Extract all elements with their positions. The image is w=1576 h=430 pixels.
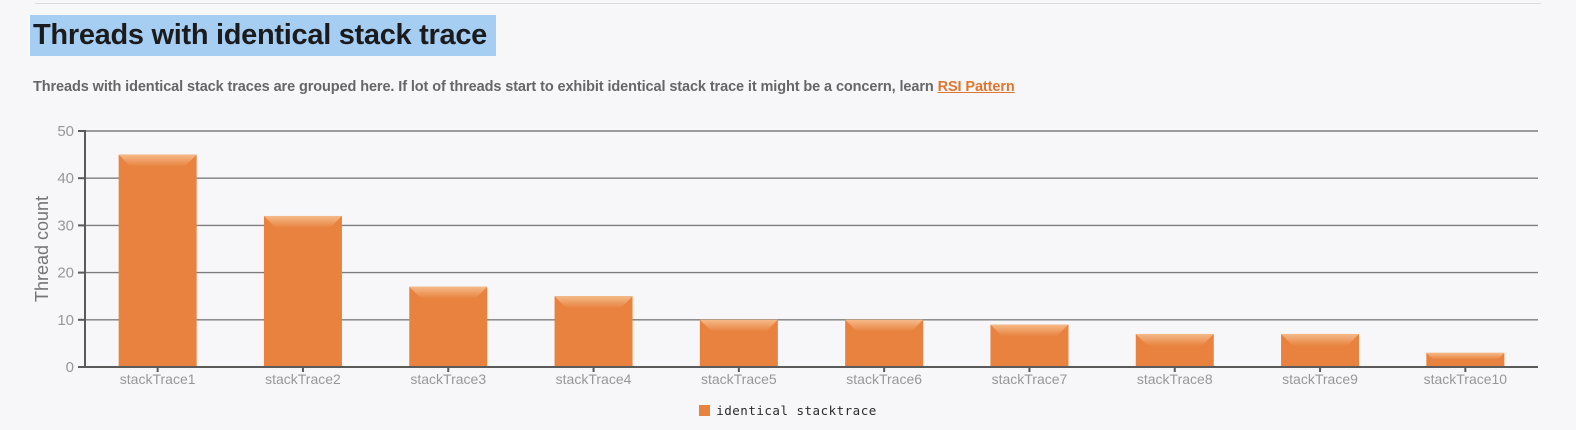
page-title-highlight: Threads with identical stack trace [30, 15, 496, 56]
y-tick-label: 30 [57, 217, 74, 234]
x-tick-label: stackTrace8 [1137, 371, 1213, 387]
y-tick-label: 40 [57, 170, 74, 187]
rsi-pattern-link[interactable]: RSI Pattern [937, 79, 1015, 95]
subtitle-text: Threads with identical stack traces are … [33, 79, 938, 95]
y-tick-label: 50 [57, 123, 74, 140]
x-tick-label: stackTrace7 [992, 371, 1068, 387]
bar-stackTrace1[interactable] [118, 154, 197, 367]
bar-stackTrace8[interactable] [1135, 333, 1214, 367]
x-tick-label: stackTrace4 [556, 371, 632, 387]
bar-stackTrace5[interactable] [699, 319, 778, 367]
legend-label: identical stacktrace [716, 403, 877, 418]
x-tick-label: stackTrace9 [1282, 371, 1358, 387]
y-tick-label: 10 [57, 312, 74, 329]
x-tick-label: stackTrace10 [1424, 371, 1508, 387]
x-tick-label: stackTrace1 [120, 371, 196, 387]
bar-stackTrace3[interactable] [409, 286, 488, 367]
bar-stackTrace2[interactable] [263, 215, 342, 367]
bar-stackTrace10[interactable] [1426, 352, 1505, 367]
bar-stackTrace6[interactable] [845, 319, 924, 367]
bar-stackTrace7[interactable] [990, 324, 1069, 367]
bar-stackTrace9[interactable] [1281, 333, 1360, 367]
top-divider [35, 3, 1541, 4]
x-tick-label: stackTrace2 [265, 371, 341, 387]
x-tick-label: stackTrace3 [410, 371, 486, 387]
x-tick-label: stackTrace6 [846, 371, 922, 387]
chart-legend: identical stacktrace [0, 403, 1576, 418]
y-tick-label: 20 [57, 265, 74, 282]
legend-swatch-identical-stacktrace [699, 405, 711, 416]
page-title: Threads with identical stack trace [30, 15, 496, 56]
y-tick-label: 0 [66, 359, 74, 376]
page-subtitle: Threads with identical stack traces are … [33, 79, 1015, 95]
x-tick-label: stackTrace5 [701, 371, 777, 387]
y-axis-title: Thread count [32, 196, 52, 302]
bar-stackTrace4[interactable] [554, 296, 633, 367]
